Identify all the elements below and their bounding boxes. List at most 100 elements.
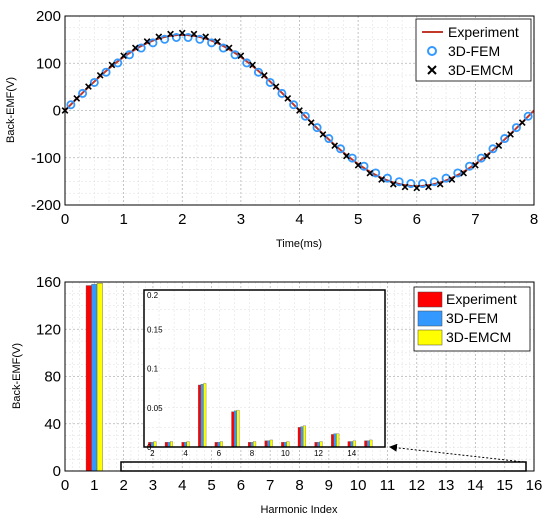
bottom-y-tick: 0 [53,463,61,480]
inset-harmonic-bar [267,440,271,448]
bottom-y-tick-labels: 160 120 80 40 0 [36,274,61,480]
zoom-arrow [389,443,525,463]
inset-x-tick: 14 [347,449,356,458]
emcm-point [518,119,526,126]
emcm-point [178,29,186,37]
inset-grid [144,290,385,447]
top-x-tick: 3 [237,211,245,228]
inset-harmonic-bar [364,440,368,448]
bottom-y-tick: 160 [36,274,61,291]
inset-x-tick-labels: 2 4 6 8 10 12 14 [150,449,357,458]
inset-x-tick: 4 [183,449,188,458]
inset-harmonic-bar [347,441,351,448]
inset-harmonic-bar [331,434,334,448]
inset-y-tick: 0 [147,443,152,452]
emcm-point [401,183,409,191]
emcm-point [85,83,92,90]
inset-x-tick: 6 [217,449,222,458]
inset-x-tick: 8 [250,449,255,458]
fem-point [171,32,181,42]
inset-harmonic-bar [300,426,304,448]
inset-bars [148,383,373,448]
bottom-x-tick: 13 [438,477,455,494]
inset-harmonic-bar [336,433,340,448]
inset-harmonic-bar [369,439,373,448]
top-x-axis-label: Time(ms) [276,238,322,250]
bottom-y-tick: 80 [44,369,61,386]
harmonic-inset: 2 4 6 8 10 12 14 0.2 0.15 0.1 0.05 0 [143,289,386,458]
harmonic-bar [91,284,98,472]
emcm-point [319,131,327,138]
inset-harmonic-bar [219,441,223,448]
fem-point [371,168,381,178]
bottom-y-axis-label: Back-EMF(V) [11,343,23,409]
fem-point [218,43,228,53]
emcm-point [167,30,174,38]
emcm-point [448,176,456,183]
bottom-legend: Experiment 3D-FEM 3D-EMCM [413,286,531,352]
emcm-point [96,71,104,79]
top-y-tick-labels: 200 100 0 -100 -200 [31,8,61,214]
bottom-x-tick: 7 [266,477,274,494]
bottom-x-tick: 6 [237,477,245,494]
emcm-point [343,152,350,160]
legend-experiment-label: Experiment [448,24,519,40]
emcm-point [73,95,81,102]
emcm-point [413,184,421,192]
fem-point [312,123,322,133]
top-y-tick: 100 [36,55,61,72]
fem-point [359,161,369,171]
fem-point [230,50,240,60]
emcm-point [436,180,444,188]
top-x-tick: 4 [295,211,303,228]
legend-bar-experiment-label: Experiment [446,291,517,307]
top-y-tick: 0 [53,103,61,120]
emcm-point [225,44,233,52]
fem-point [300,111,310,121]
inset-harmonic-bar [233,410,237,448]
emcm-point [507,131,514,138]
bottom-x-tick: 9 [325,477,333,494]
inset-harmonic-bar [170,441,173,448]
inset-harmonic-bar [303,425,306,448]
fem-point [465,161,475,171]
emcm-point [237,52,245,60]
bottom-y-tick: 40 [44,416,61,433]
emcm-point [483,152,491,160]
inset-y-tick: 0.15 [147,325,163,334]
bottom-x-axis-label: Harmonic Index [260,504,338,516]
top-y-axis-label: Back-EMF(V) [5,77,17,143]
fem-point [324,134,334,144]
top-grid [65,16,534,205]
emcm-point [495,142,503,150]
inset-harmonic-bar [297,427,301,448]
inset-harmonic-bar [236,409,240,448]
bottom-x-tick-labels: 0 1 2 3 4 5 6 7 8 9 10 11 12 13 14 15 16 [61,477,543,494]
top-x-tick: 8 [530,211,538,228]
emcm-point [460,169,468,177]
inset-harmonic-bar [186,441,190,448]
zoom-region-box [120,461,527,472]
inset-harmonic-bar [264,440,268,448]
inset-harmonic-bar [333,433,337,448]
fem-point [78,88,88,98]
emcm-point [366,169,374,177]
bottom-x-tick: 11 [380,477,396,494]
fem-point [418,179,428,189]
emcm-point [307,119,315,126]
emcm-point [108,61,116,69]
emcm-point [120,52,127,60]
top-y-tick: -100 [31,150,61,167]
legend-emcm-marker [427,65,437,75]
top-y-tick: 200 [36,8,61,25]
bottom-x-tick: 0 [61,477,69,494]
top-plot-frame [64,15,535,206]
emcm-point [131,44,139,52]
inset-harmonic-bar [286,441,290,448]
legend-bar-emcm-label: 3D-EMCM [446,329,511,345]
fem-point [289,100,299,110]
bottom-bars [85,282,103,472]
bottom-x-tick: 14 [467,477,484,494]
